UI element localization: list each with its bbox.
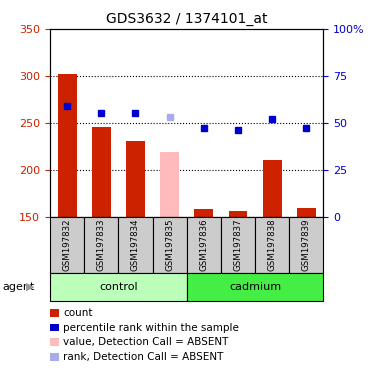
Bar [263,160,281,217]
FancyBboxPatch shape [119,217,152,273]
Text: GSM197835: GSM197835 [165,218,174,271]
Bar [92,127,111,217]
FancyBboxPatch shape [187,217,221,273]
Text: ▶: ▶ [26,282,35,292]
FancyBboxPatch shape [50,273,187,301]
FancyBboxPatch shape [50,217,84,273]
Bar [297,208,316,217]
Text: GSM197837: GSM197837 [233,218,243,271]
Text: cadmium: cadmium [229,282,281,292]
Text: value, Detection Call = ABSENT: value, Detection Call = ABSENT [63,337,229,347]
FancyBboxPatch shape [289,217,323,273]
FancyBboxPatch shape [255,217,289,273]
FancyBboxPatch shape [187,273,323,301]
Bar [58,74,77,217]
Bar [229,211,248,217]
Bar [160,152,179,217]
Bar [126,141,145,217]
FancyBboxPatch shape [84,217,119,273]
Bar [194,209,213,217]
Text: GSM197833: GSM197833 [97,218,106,271]
Text: rank, Detection Call = ABSENT: rank, Detection Call = ABSENT [63,352,224,362]
Text: GSM197834: GSM197834 [131,218,140,271]
FancyBboxPatch shape [221,217,255,273]
Text: control: control [99,282,138,292]
FancyBboxPatch shape [152,217,187,273]
Text: GSM197838: GSM197838 [268,218,277,271]
Text: GSM197836: GSM197836 [199,218,208,271]
Text: agent: agent [2,282,34,292]
Text: percentile rank within the sample: percentile rank within the sample [63,323,239,333]
Title: GDS3632 / 1374101_at: GDS3632 / 1374101_at [106,12,268,26]
Text: GSM197839: GSM197839 [302,218,311,271]
Text: GSM197832: GSM197832 [63,218,72,271]
Text: count: count [63,308,93,318]
